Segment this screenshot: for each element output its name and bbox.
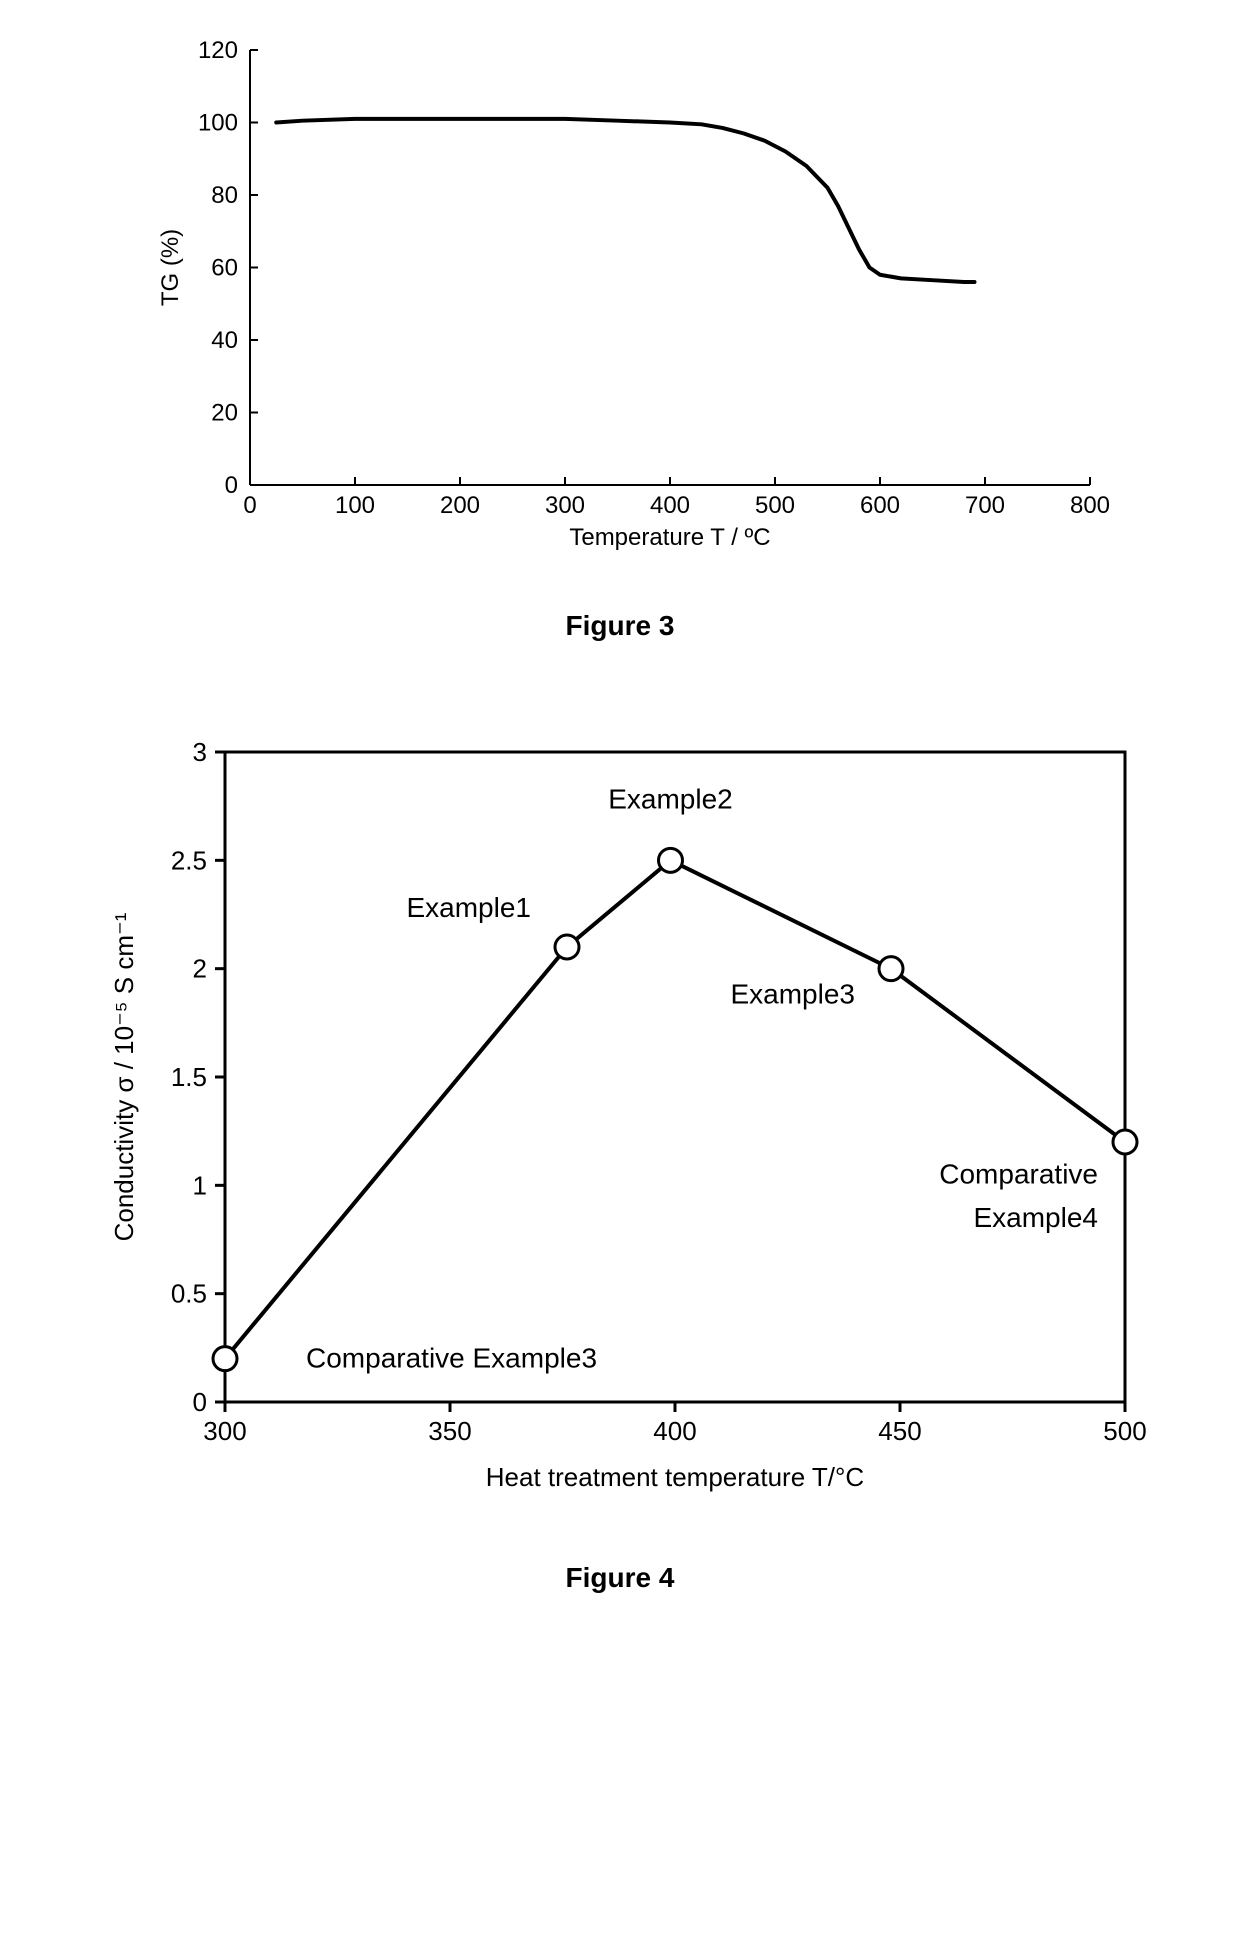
svg-text:Temperature T / ºC: Temperature T / ºC: [569, 524, 770, 550]
svg-text:Example2: Example2: [608, 784, 733, 815]
svg-text:60: 60: [211, 255, 238, 282]
svg-text:TG (%): TG (%): [157, 229, 184, 306]
svg-text:Comparative Example3: Comparative Example3: [306, 1343, 597, 1374]
svg-text:500: 500: [1103, 1416, 1146, 1446]
svg-text:Example4: Example4: [973, 1202, 1098, 1233]
svg-text:Comparative: Comparative: [939, 1159, 1098, 1190]
svg-text:600: 600: [860, 492, 900, 519]
svg-text:2: 2: [193, 954, 207, 984]
figure-3-caption: Figure 3: [566, 610, 675, 642]
figure-4-chart: 300 350 400 450 500 0 0.5 1 1.5 2 2.5 3 Heat treatme…: [90, 722, 1150, 1502]
svg-text:350: 350: [428, 1416, 471, 1446]
svg-text:40: 40: [211, 327, 238, 354]
svg-text:0: 0: [193, 1387, 207, 1417]
svg-text:0.5: 0.5: [171, 1279, 207, 1309]
svg-text:Example3: Example3: [730, 979, 855, 1010]
svg-text:500: 500: [755, 492, 795, 519]
svg-text:1: 1: [193, 1170, 207, 1200]
svg-text:450: 450: [878, 1416, 921, 1446]
figure-4-block: 300 350 400 450 500 0 0.5 1 1.5 2 2.5 3 Heat treatme…: [20, 722, 1220, 1594]
svg-text:0: 0: [225, 472, 238, 499]
svg-text:100: 100: [198, 110, 238, 137]
svg-text:120: 120: [198, 37, 238, 64]
svg-text:200: 200: [440, 492, 480, 519]
svg-text:400: 400: [650, 492, 690, 519]
svg-text:Example1: Example1: [406, 892, 531, 923]
svg-text:2.5: 2.5: [171, 845, 207, 875]
svg-text:300: 300: [545, 492, 585, 519]
svg-text:0: 0: [243, 492, 256, 519]
figure-3-chart: 0 100 200 300 400 500 600 700 800 0 20 40 60 80 100 120…: [130, 30, 1110, 550]
svg-text:3: 3: [193, 737, 207, 767]
svg-text:300: 300: [203, 1416, 246, 1446]
svg-text:800: 800: [1070, 492, 1110, 519]
svg-text:1.5: 1.5: [171, 1062, 207, 1092]
svg-text:Conductivity σ / 10⁻⁵ S cm⁻¹: Conductivity σ / 10⁻⁵ S cm⁻¹: [109, 912, 139, 1241]
svg-text:80: 80: [211, 182, 238, 209]
figure-4-caption: Figure 4: [566, 1562, 675, 1594]
svg-text:700: 700: [965, 492, 1005, 519]
figure-3-block: 0 100 200 300 400 500 600 700 800 0 20 40 60 80 100 120…: [20, 30, 1220, 642]
svg-text:20: 20: [211, 400, 238, 427]
svg-text:Heat treatment temperature T/°: Heat treatment temperature T/°C: [486, 1462, 864, 1492]
svg-text:100: 100: [335, 492, 375, 519]
svg-text:400: 400: [653, 1416, 696, 1446]
